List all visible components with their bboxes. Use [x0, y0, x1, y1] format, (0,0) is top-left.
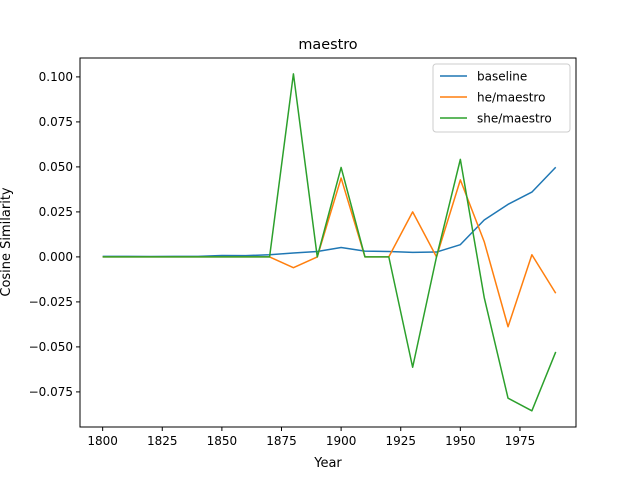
- y-tick-label: 0.000: [39, 250, 73, 264]
- axes-frame: [79, 57, 577, 428]
- legend-label: she/maestro: [477, 112, 552, 126]
- x-tick-label: 1925: [385, 434, 416, 448]
- plot-area: [102, 73, 557, 412]
- x-tick-label: 1875: [266, 434, 297, 448]
- y-tick-label: 0.100: [39, 70, 73, 84]
- y-tick-label: 0.050: [39, 160, 73, 174]
- y-axis-ticks: −0.075 −0.050 −0.025 0.000 0.025 0.050 0.075 0.…: [29, 70, 80, 399]
- series-line-2: [102, 73, 557, 412]
- x-tick-label: 1975: [505, 434, 536, 448]
- chart-title: maestro: [298, 37, 357, 53]
- y-tick-label: 0.075: [39, 115, 73, 129]
- legend: baseline he/maestro she/maestro: [432, 63, 571, 133]
- x-tick-label: 1900: [326, 434, 357, 448]
- legend-label: he/maestro: [477, 91, 545, 105]
- x-tick-label: 1800: [87, 434, 118, 448]
- x-tick-label: 1950: [445, 434, 476, 448]
- x-axis-ticks: 1800 1825 1850 1875 1900 1925 1950 1975: [87, 427, 535, 448]
- y-tick-label: −0.050: [29, 340, 73, 354]
- y-tick-label: 0.025: [39, 205, 73, 219]
- x-axis-label: Year: [313, 456, 342, 471]
- legend-label: baseline: [477, 70, 527, 84]
- x-tick-label: 1850: [207, 434, 238, 448]
- x-tick-label: 1825: [147, 434, 178, 448]
- y-tick-label: −0.025: [29, 295, 73, 309]
- legend-box: [432, 63, 571, 133]
- y-axis-label: Cosine Similarity: [0, 187, 14, 297]
- y-tick-label: −0.075: [29, 385, 73, 399]
